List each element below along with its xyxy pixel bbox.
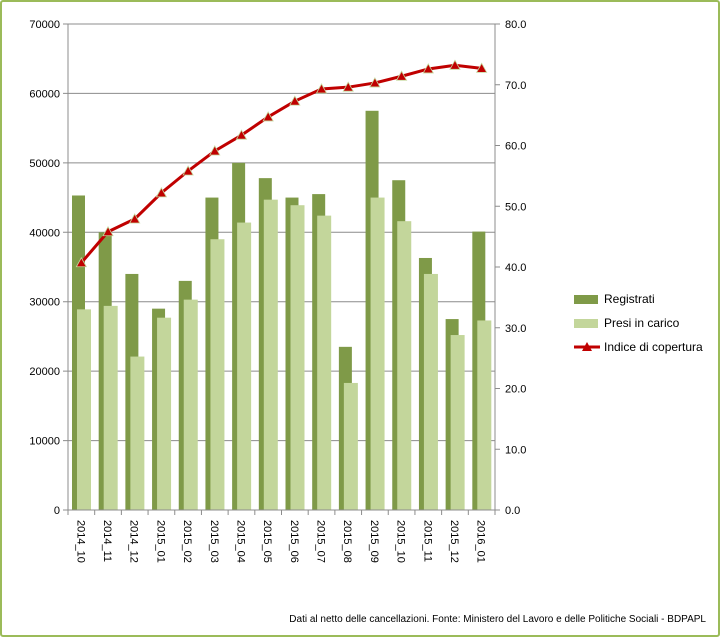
- y-tick-label: 50000: [29, 158, 60, 170]
- marker-indice: [129, 213, 141, 224]
- bar-presi-in-carico: [343, 382, 358, 510]
- bar-presi-in-carico: [290, 205, 305, 511]
- y-tick-label: 60000: [29, 88, 60, 100]
- y-tick-label: 10000: [29, 436, 60, 448]
- marker-indice: [182, 165, 194, 176]
- legend: Registrati Presi in carico Indice di cop…: [574, 287, 703, 359]
- y-tick-label: 20000: [29, 366, 60, 378]
- y2-tick-label: 0.0: [505, 505, 520, 517]
- legend-label: Presi in carico: [604, 316, 680, 330]
- bar-presi-in-carico: [477, 320, 492, 510]
- x-tick-label: 2014_12: [128, 520, 140, 563]
- x-tick-label: 2014_11: [101, 520, 113, 562]
- x-tick-label: 2015_07: [315, 520, 327, 563]
- marker-indice: [75, 256, 88, 268]
- marker-indice: [102, 225, 114, 237]
- marker-indice: [449, 59, 461, 70]
- x-tick-label: 2015_08: [341, 520, 353, 563]
- x-tick-label: 2015_03: [208, 520, 220, 563]
- y2-tick-label: 10.0: [505, 444, 526, 456]
- x-tick-label: 2016_01: [475, 520, 487, 563]
- marker-indice: [369, 77, 381, 88]
- marker-indice: [342, 81, 354, 92]
- x-tick-label: 2015_11: [421, 520, 433, 562]
- x-tick-label: 2015_01: [154, 520, 166, 563]
- bar-presi-in-carico: [183, 299, 198, 510]
- y2-tick-label: 70.0: [505, 80, 526, 92]
- marker-indice: [422, 63, 434, 74]
- bar-presi-in-carico: [77, 309, 91, 510]
- x-tick-label: 2015_10: [395, 520, 407, 563]
- source-footnote: Dati al netto delle cancellazioni. Fonte…: [289, 614, 706, 625]
- bar-presi-in-carico: [423, 273, 438, 510]
- bar-presi-in-carico: [130, 356, 145, 510]
- x-tick-label: 2015_06: [288, 520, 300, 563]
- bar-presi-in-carico: [210, 239, 225, 510]
- bar-presi-in-carico: [450, 335, 465, 510]
- y2-tick-label: 80.0: [505, 19, 526, 31]
- x-tick-label: 2015_12: [448, 520, 460, 563]
- legend-item-indice: Indice di copertura: [574, 335, 703, 359]
- y2-tick-label: 40.0: [505, 262, 526, 274]
- legend-swatch: [574, 318, 598, 328]
- marker-indice: [475, 62, 488, 73]
- bar-presi-in-carico: [370, 197, 385, 511]
- x-tick-label: 2015_09: [368, 520, 380, 563]
- x-tick-label: 2015_04: [234, 520, 246, 563]
- legend-label: Indice di copertura: [604, 340, 703, 354]
- x-tick-label: 2015_02: [181, 520, 193, 563]
- legend-swatch: [574, 294, 598, 304]
- bar-presi-in-carico: [157, 317, 172, 510]
- legend-label: Registrati: [604, 292, 655, 306]
- legend-item-registrati: Registrati: [574, 287, 703, 311]
- y2-tick-label: 20.0: [505, 384, 526, 396]
- y2-tick-label: 30.0: [505, 323, 526, 335]
- legend-item-presi: Presi in carico: [574, 311, 703, 335]
- x-tick-label: 2014_10: [74, 520, 86, 563]
- line-indice: [80, 63, 482, 264]
- bar-presi-in-carico: [397, 221, 412, 511]
- x-tick-label: 2015_05: [261, 520, 273, 563]
- marker-indice: [395, 70, 408, 81]
- y-tick-label: 70000: [29, 19, 60, 31]
- y-tick-label: 40000: [29, 227, 60, 239]
- legend-line-marker-icon: [574, 342, 600, 351]
- marker-indice: [262, 111, 274, 122]
- marker-indice: [315, 83, 328, 94]
- bar-presi-in-carico: [103, 305, 118, 510]
- y-tick-label: 30000: [29, 297, 60, 309]
- marker-indice: [235, 129, 248, 140]
- marker-indice: [155, 187, 168, 198]
- bar-presi-in-carico: [317, 215, 332, 510]
- bar-presi-in-carico: [237, 222, 252, 510]
- bar-presi-in-carico: [263, 199, 278, 510]
- marker-indice: [209, 145, 221, 156]
- y2-tick-label: 60.0: [505, 141, 526, 153]
- y2-tick-label: 50.0: [505, 201, 526, 213]
- y-tick-label: 0: [54, 505, 60, 517]
- marker-indice: [289, 95, 301, 106]
